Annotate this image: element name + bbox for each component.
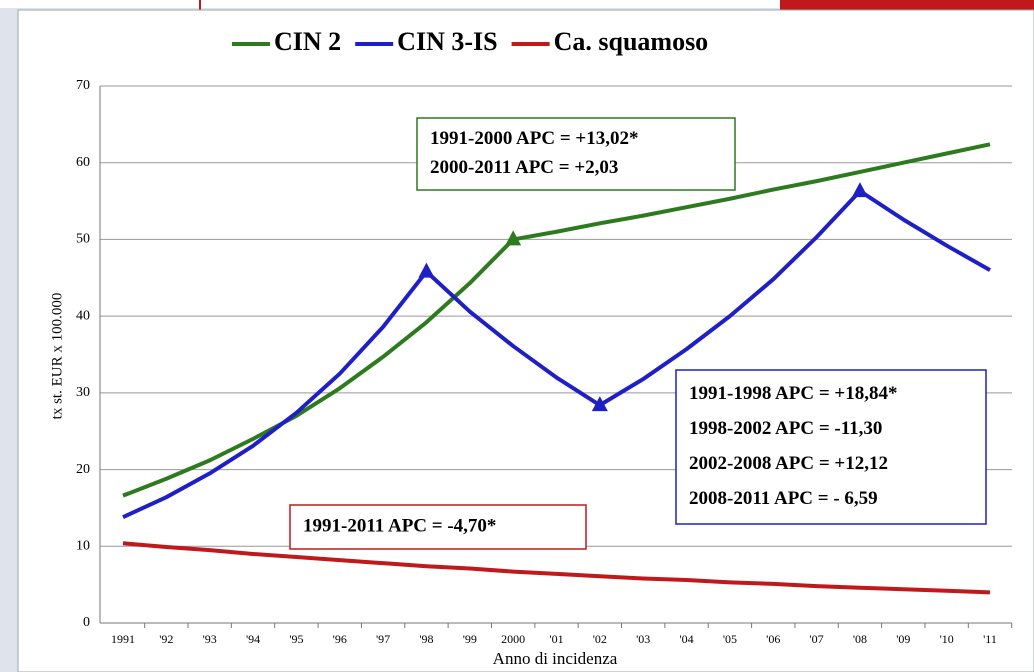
slide-deco xyxy=(780,0,1034,10)
x-tick-label: '07 xyxy=(810,632,824,646)
x-tick-label: '08 xyxy=(853,632,867,646)
annotation-text: 1991-1998 APC = +18,84* xyxy=(689,383,897,404)
x-tick-label: '01 xyxy=(549,632,563,646)
x-tick-label: '99 xyxy=(463,632,477,646)
y-tick-label: 0 xyxy=(83,615,90,630)
annotation-text: 2000-2011 APC = +2,03 xyxy=(430,157,618,178)
y-tick-label: 10 xyxy=(76,539,90,554)
y-tick-label: 50 xyxy=(76,232,90,247)
annotation-box xyxy=(289,504,587,550)
y-tick-label: 60 xyxy=(76,155,90,170)
joinpoint-marker xyxy=(505,230,522,246)
annotation-text: 2002-2008 APC = +12,12 xyxy=(689,453,888,474)
x-tick-label: '93 xyxy=(203,632,217,646)
legend-label: Ca. squamoso xyxy=(554,27,709,56)
series-line xyxy=(122,189,991,519)
slide-top xyxy=(0,0,790,8)
x-tick-label: '04 xyxy=(679,632,693,646)
joinpoint-marker xyxy=(591,396,608,412)
series-line xyxy=(122,541,991,595)
legend-label: CIN 3-IS xyxy=(397,27,497,56)
x-tick-label: '10 xyxy=(940,632,954,646)
x-tick-label: '96 xyxy=(333,632,347,646)
annotation-text: 1991-2011 APC = -4,70* xyxy=(303,515,496,536)
y-tick-label: 20 xyxy=(76,462,90,477)
x-tick-label: '09 xyxy=(896,632,910,646)
x-tick-label: 2000 xyxy=(501,632,525,646)
x-tick-label: 1991 xyxy=(111,632,135,646)
joinpoint-marker xyxy=(418,262,435,278)
y-tick-label: 70 xyxy=(76,78,90,93)
y-tick-label: 30 xyxy=(76,385,90,400)
joinpoint-marker xyxy=(851,182,868,198)
annotation-box xyxy=(675,369,987,525)
series-line xyxy=(122,142,991,498)
y-tick-label: 40 xyxy=(76,308,90,323)
annotation-box xyxy=(416,117,736,191)
x-tick-label: '92 xyxy=(159,632,173,646)
y-axis-label: tx st. EUR x 100.000 xyxy=(49,293,65,420)
x-tick-label: '94 xyxy=(246,632,260,646)
annotation-text: 1998-2002 APC = -11,30 xyxy=(689,418,882,439)
x-tick-label: '98 xyxy=(419,632,433,646)
x-tick-label: '02 xyxy=(593,632,607,646)
annotation-text: 2008-2011 APC = - 6,59 xyxy=(689,488,878,509)
annotation-text: 1991-2000 APC = +13,02* xyxy=(430,128,638,149)
x-tick-label: '97 xyxy=(376,632,390,646)
x-tick-label: '11 xyxy=(983,632,997,646)
x-tick-label: '05 xyxy=(723,632,737,646)
x-tick-label: '95 xyxy=(289,632,303,646)
x-tick-label: '03 xyxy=(636,632,650,646)
legend-label: CIN 2 xyxy=(274,27,341,56)
x-axis-label: Anno di incidenza xyxy=(493,649,618,668)
x-tick-label: '06 xyxy=(766,632,780,646)
